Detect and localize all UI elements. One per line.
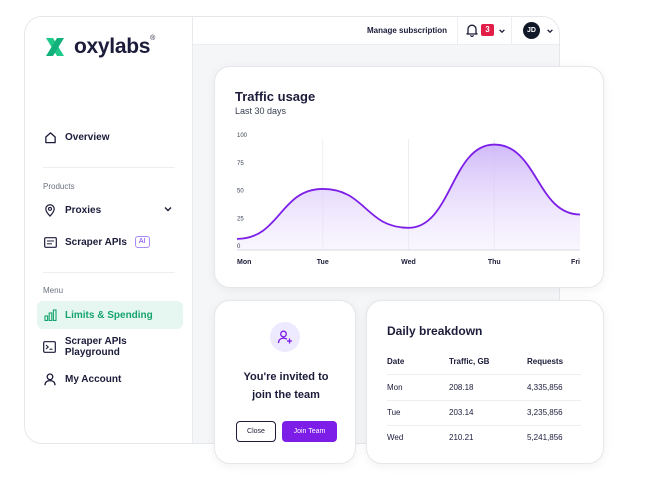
table-cell-traffic: 208.18 [449, 383, 474, 392]
chevron-down-icon[interactable] [546, 27, 554, 35]
chart-x-tick-label: Tue [317, 259, 329, 266]
table-cell-date: Mon [387, 383, 403, 392]
chart-y-tick-label: 75 [237, 161, 244, 167]
team-invite-card: You're invited to join the team Close Jo… [214, 300, 356, 464]
column-header-date: Date [387, 357, 405, 366]
sidebar-item-label: Overview [65, 131, 110, 143]
sidebar-item-label: My Account [65, 373, 122, 385]
home-icon [43, 130, 57, 144]
add-user-icon [270, 322, 300, 352]
bar-chart-icon [43, 308, 57, 322]
chevron-down-icon [164, 207, 172, 212]
divider [387, 425, 581, 426]
logo-text: oxylabs® [74, 35, 155, 58]
sidebar-item-proxies[interactable]: Proxies [37, 196, 183, 224]
table-cell-requests: 3,235,856 [527, 408, 563, 417]
table-cell-date: Tue [387, 408, 401, 417]
sidebar-item-overview[interactable]: Overview [37, 123, 183, 151]
topbar: Manage subscription 3 JD [193, 17, 559, 45]
daily-breakdown-card: Daily breakdown Date Traffic, GB Request… [366, 300, 604, 464]
sidebar-item-my-account[interactable]: My Account [37, 365, 183, 393]
chart-x-tick-label: Fri [571, 259, 580, 266]
daily-breakdown-title: Daily breakdown [387, 324, 483, 338]
chart-area-fill [237, 144, 580, 250]
products-section-label: Products [43, 182, 75, 191]
ai-badge: AI [134, 236, 150, 248]
sidebar-item-scraper-apis[interactable]: Scraper APIs AI [37, 228, 183, 256]
logo[interactable]: oxylabs® [43, 35, 155, 59]
sidebar-item-playground[interactable]: Scraper APIs Playground [37, 333, 183, 361]
divider [43, 272, 175, 273]
chart-x-tick-label: Thu [488, 259, 501, 266]
oxylabs-logo-icon [46, 38, 64, 56]
traffic-chart: 0 25 50 75 100 Mon Tue Wed Thu Fri [236, 133, 581, 266]
location-pin-icon [43, 203, 57, 217]
table-cell-traffic: 210.21 [449, 433, 474, 442]
chart-y-tick-label: 50 [237, 189, 244, 195]
divider [511, 17, 512, 45]
table-cell-requests: 4,335,856 [527, 383, 563, 392]
column-header-requests: Requests [527, 357, 564, 366]
close-button[interactable]: Close [236, 421, 276, 442]
chart-x-tick-label: Mon [237, 259, 251, 266]
api-icon [43, 235, 57, 249]
invite-message-line2: join the team [252, 389, 320, 401]
divider [43, 167, 175, 168]
traffic-usage-subtitle: Last 30 days [235, 106, 287, 116]
bell-icon[interactable] [466, 23, 478, 37]
join-team-button[interactable]: Join Team [282, 421, 337, 442]
sidebar-item-label: Limits & Spending [65, 309, 153, 321]
column-header-traffic: Traffic, GB [449, 357, 490, 366]
divider [387, 374, 581, 375]
avatar[interactable]: JD [523, 22, 540, 39]
chart-y-tick-label: 100 [237, 133, 248, 139]
sidebar: oxylabs® Overview Products Proxies Scrap… [25, 17, 193, 443]
chevron-down-icon[interactable] [498, 27, 506, 35]
sidebar-item-label: Scraper APIs Playground [64, 336, 127, 358]
chart-series-line [236, 143, 581, 240]
table-cell-requests: 5,241,856 [527, 433, 563, 442]
table-cell-date: Wed [387, 433, 404, 442]
chart-x-tick-label: Wed [401, 259, 416, 266]
manage-subscription-link[interactable]: Manage subscription [367, 26, 448, 35]
sidebar-item-limits-spending[interactable]: Limits & Spending [37, 301, 183, 329]
sidebar-item-label: Scraper APIs [65, 236, 127, 248]
chart-y-tick-label: 25 [237, 216, 244, 222]
divider [387, 400, 581, 401]
user-icon [43, 372, 57, 386]
menu-section-label: Menu [43, 286, 64, 295]
invite-message-line1: You're invited to [243, 371, 329, 383]
terminal-icon [43, 340, 57, 354]
divider [457, 17, 458, 45]
chart-y-tick-label: 0 [237, 244, 241, 250]
table-cell-traffic: 203.14 [449, 408, 474, 417]
notification-badge: 3 [481, 24, 494, 36]
traffic-usage-card: Traffic usage Last 30 days 0 25 50 75 100 Mon… [214, 66, 604, 288]
sidebar-item-label: Proxies [65, 204, 102, 216]
traffic-usage-title: Traffic usage [235, 89, 316, 104]
